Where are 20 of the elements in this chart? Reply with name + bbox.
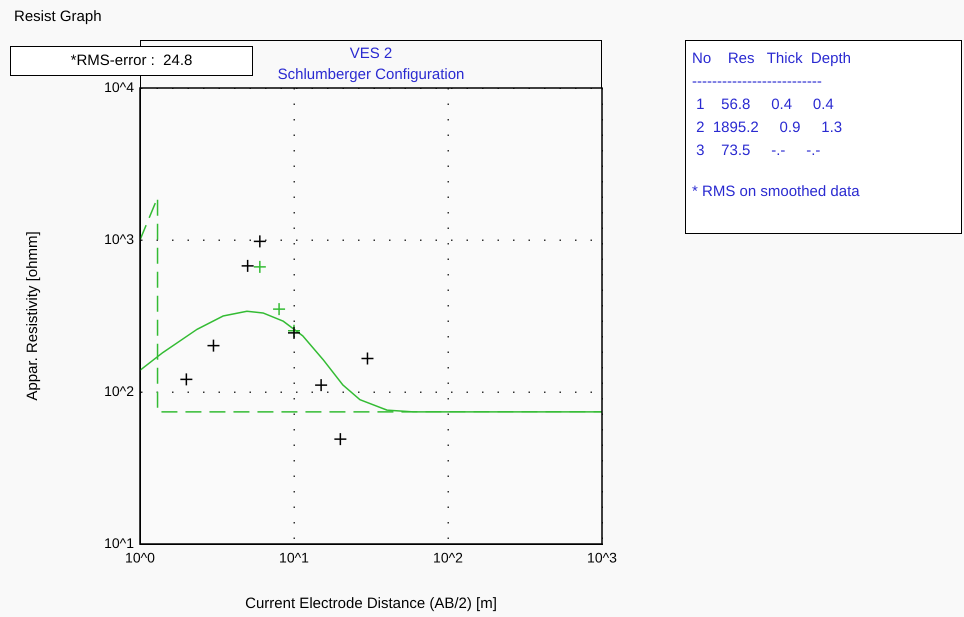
x-tick-label: 10^0 [125, 549, 156, 566]
y-tick-label: 10^1 [104, 534, 134, 551]
chart-subtitle: Schlumberger Configuration [278, 66, 464, 83]
y-tick-label: 10^2 [104, 382, 134, 399]
x-tick-label: 10^3 [587, 549, 618, 566]
text: *RMS-error : 24.8 [10, 46, 253, 76]
text: * RMS on smoothed data [692, 182, 861, 202]
x-tick-label: 10^2 [433, 549, 464, 566]
text: 2 1895.2 0.9 1.3 [695, 118, 844, 138]
x-axis-title: Current Electrode Distance (AB/2) [m] [245, 595, 497, 612]
text: Resist Graph [14, 8, 102, 25]
text: -------------------------- [692, 72, 823, 92]
chart-title: VES 2 [350, 45, 392, 62]
y-tick-label: 10^4 [104, 78, 134, 95]
text: No Res Thick Depth [692, 49, 852, 69]
y-axis-title: Appar. Resistivity [ohmm] [24, 231, 42, 401]
y-tick-label: 10^3 [104, 230, 134, 247]
text: 1 56.8 0.4 0.4 [695, 95, 835, 115]
x-tick-label: 10^1 [279, 549, 310, 566]
text: 3 73.5 -.- -.- [695, 141, 822, 161]
